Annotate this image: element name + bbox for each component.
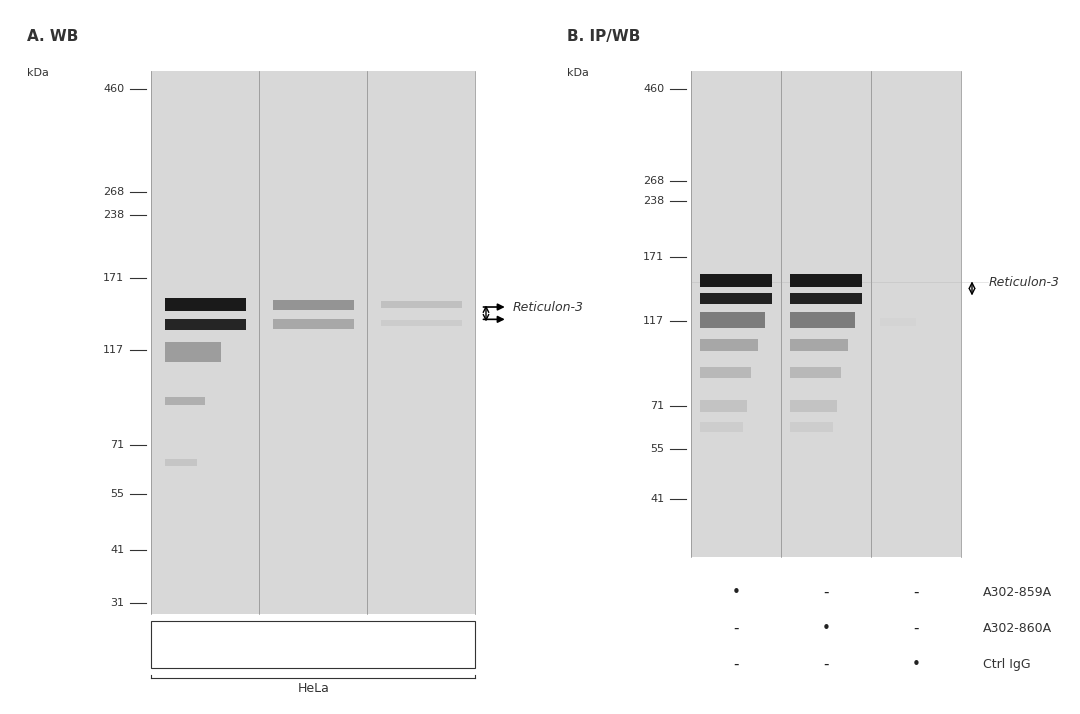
Text: •: • [822,620,831,636]
Bar [791,274,862,287]
Text: kDa: kDa [27,68,49,78]
Bar [700,293,772,304]
Bar [700,312,765,328]
Bar [700,274,772,287]
Text: 71: 71 [110,441,124,451]
Bar [700,338,758,351]
Text: 117: 117 [103,345,124,355]
Text: -: - [914,585,919,600]
Text: 268: 268 [643,176,664,186]
Text: 50: 50 [198,638,213,651]
Text: -: - [914,620,919,636]
Text: -: - [823,656,829,672]
Text: kDa: kDa [567,68,589,78]
Text: 238: 238 [643,196,664,206]
Bar [381,320,462,326]
Text: A302-859A: A302-859A [983,586,1052,599]
Bar [791,368,840,378]
Text: 460: 460 [643,84,664,94]
Bar [165,459,198,466]
Bar [151,621,475,668]
Bar [700,401,747,412]
Bar [272,319,354,328]
Bar [791,293,862,304]
Text: 171: 171 [643,252,664,262]
Text: 238: 238 [103,210,124,220]
Text: HeLa: HeLa [297,682,329,695]
Text: -: - [733,620,739,636]
Bar [165,342,221,362]
Bar [165,396,205,405]
Bar [791,423,834,432]
Text: 5: 5 [417,638,426,651]
Text: 460: 460 [103,84,124,94]
Text: 117: 117 [643,316,664,326]
Bar [791,338,848,351]
Text: 41: 41 [650,494,664,504]
Text: •: • [912,656,920,672]
Bar [791,401,837,412]
Text: -: - [733,656,739,672]
Text: 268: 268 [103,187,124,197]
Text: 71: 71 [650,401,664,411]
Text: Ctrl IgG: Ctrl IgG [983,658,1030,670]
Text: 31: 31 [110,598,124,608]
Text: 171: 171 [103,273,124,283]
Bar [700,423,743,432]
Text: 55: 55 [650,444,664,454]
Bar [272,300,354,310]
Bar [880,318,916,326]
Text: 55: 55 [110,489,124,499]
Text: A. WB: A. WB [27,29,79,44]
Bar [165,298,246,311]
Text: A302-860A: A302-860A [983,622,1052,635]
Bar [791,312,855,328]
Bar [165,318,246,330]
Bar [151,71,475,614]
Text: •: • [732,585,741,600]
Text: 41: 41 [110,545,124,555]
Text: -: - [823,585,829,600]
Text: Reticulon-3: Reticulon-3 [513,301,584,313]
Text: 15: 15 [306,638,321,651]
Bar [691,71,961,557]
Bar [381,301,462,308]
Text: Reticulon-3: Reticulon-3 [988,276,1059,288]
Text: B. IP/WB: B. IP/WB [567,29,640,44]
Bar [700,368,751,378]
